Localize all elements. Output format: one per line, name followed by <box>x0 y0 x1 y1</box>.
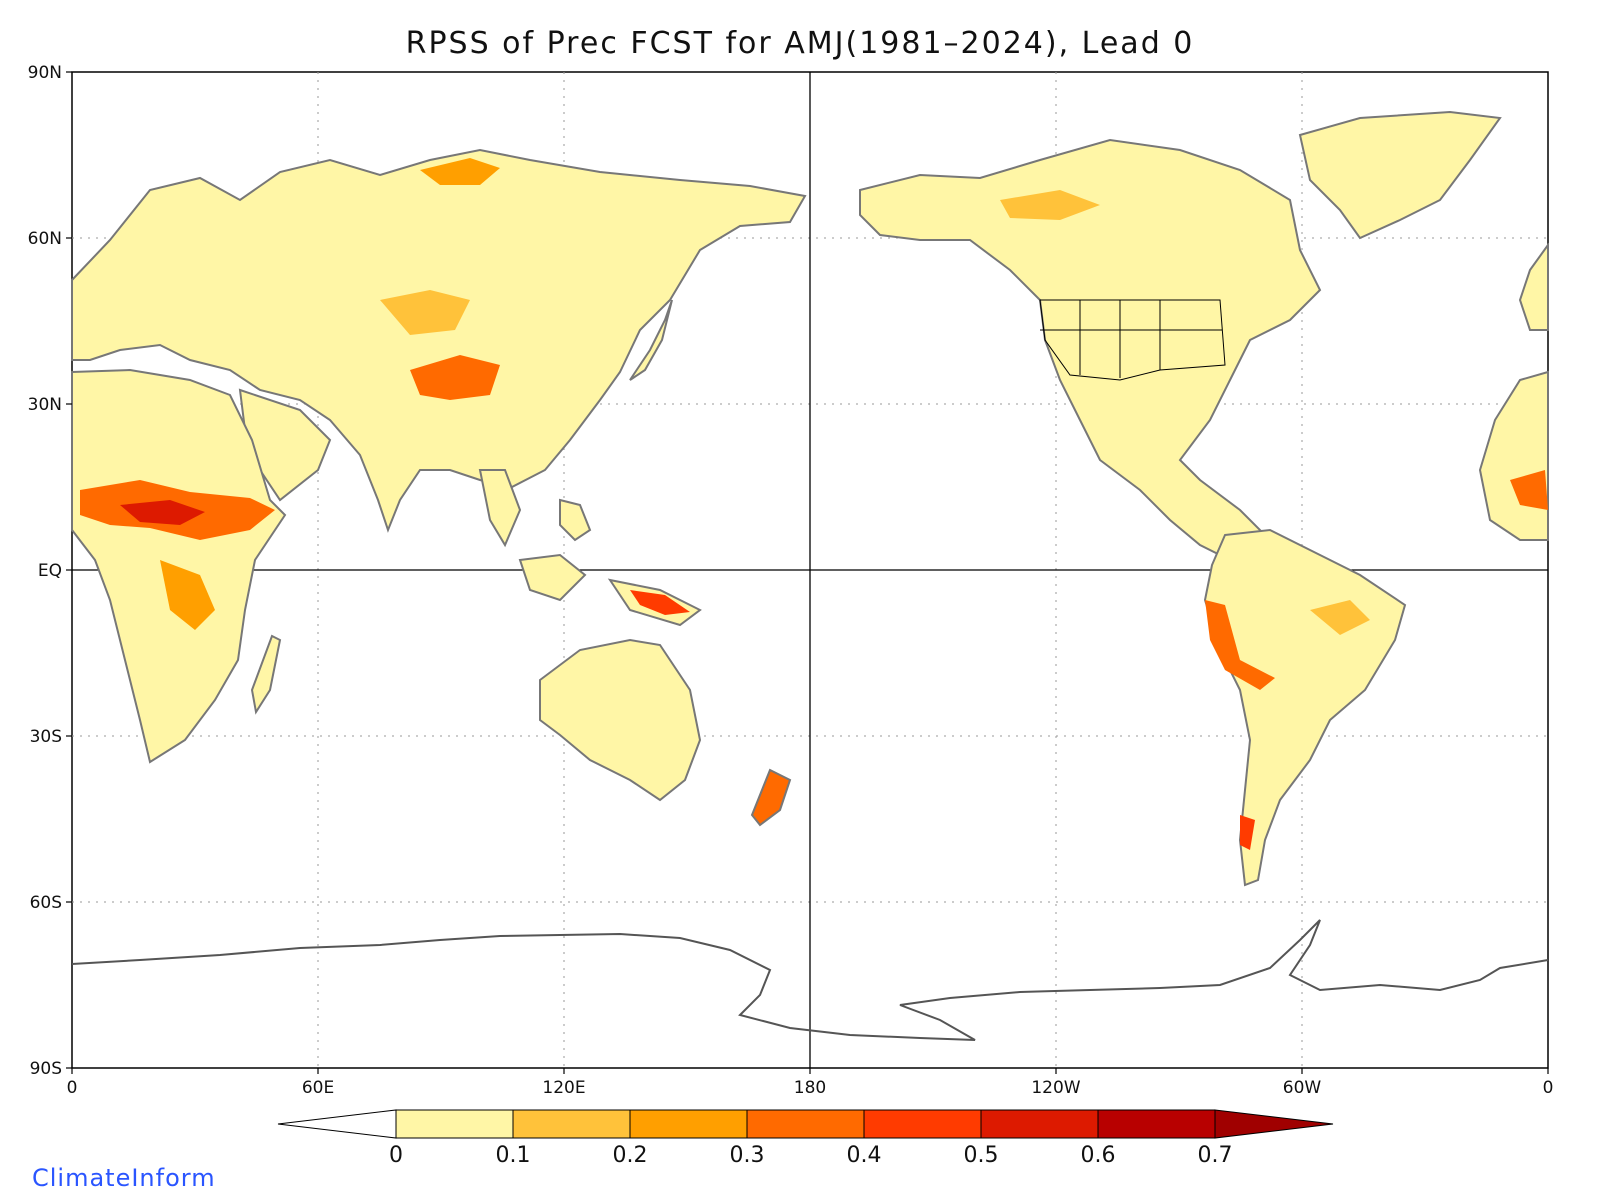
southern-andes-hotspot <box>1240 815 1255 850</box>
map-title: RPSS of Prec FCST for AMJ(1981–2024), Le… <box>405 26 1195 61</box>
canada-hotspot <box>1000 190 1100 220</box>
colorbar-bin <box>980 1109 1099 1139</box>
andes-hotspot <box>1205 600 1275 690</box>
north-america-landmass <box>859 138 1322 562</box>
colorbar-label: 0.6 <box>1081 1143 1116 1168</box>
lon-label: 60E <box>302 1078 334 1098</box>
latitude-labels: 90N 60N 30N EQ 30S 60S 90S <box>28 63 62 1079</box>
lon-label: 120E <box>542 1078 585 1098</box>
siberia-hotspot <box>420 158 500 185</box>
sahel-core-hotspot <box>120 500 205 525</box>
lon-label: 60W <box>1283 1078 1322 1098</box>
central-asia-hotspot <box>380 290 470 335</box>
us-state-boundaries <box>1039 299 1226 381</box>
colorbar-label: 0.5 <box>964 1143 999 1168</box>
colorbar <box>277 1109 1334 1139</box>
lat-label: 60N <box>28 229 62 249</box>
lat-label: 30S <box>30 727 62 747</box>
new-zealand-landmass <box>750 768 792 827</box>
west-africa-hotspot <box>1510 470 1548 510</box>
colorbar-bin <box>395 1109 514 1139</box>
europe-edge-landmass <box>1518 241 1549 331</box>
east-africa-hotspot <box>160 560 215 630</box>
rpss-hotspots <box>80 158 1548 850</box>
lat-label: 90S <box>30 1059 62 1079</box>
colorbar-label: 0.4 <box>847 1143 882 1168</box>
brazil-hotspot <box>1310 600 1370 635</box>
maritime-continent <box>478 469 702 627</box>
colorbar-bin <box>629 1109 748 1139</box>
colorbar-label: 0 <box>389 1143 403 1168</box>
axis-ticks <box>66 71 1549 1074</box>
colorbar-label: 0.2 <box>613 1143 648 1168</box>
africa-landmass <box>71 368 287 764</box>
colorbar-over-arrow <box>1214 1109 1334 1139</box>
lon-label: 0 <box>1543 1078 1554 1098</box>
japan-landmass <box>629 299 673 381</box>
lat-label: EQ <box>38 561 62 581</box>
continents <box>71 110 1549 1041</box>
lat-label: 60S <box>30 893 62 913</box>
colorbar-bin <box>863 1109 982 1139</box>
colorbar-label: 0.3 <box>730 1143 765 1168</box>
brand-logo-text: ClimateInform <box>32 1164 216 1192</box>
tibet-hotspot <box>410 355 500 400</box>
lat-label: 90N <box>28 63 62 83</box>
colorbar-bin <box>746 1109 865 1139</box>
eurasia-landmass <box>71 148 807 533</box>
colorbar-label: 0.1 <box>496 1143 531 1168</box>
new-guinea-hotspot <box>630 590 690 615</box>
colorbar-under-arrow <box>277 1109 397 1139</box>
colorbar-labels: 0 0.1 0.2 0.3 0.4 0.5 0.6 0.7 <box>389 1143 1233 1168</box>
lon-label: 120W <box>1031 1078 1080 1098</box>
lat-label: 30N <box>28 395 62 415</box>
lon-label: 0 <box>67 1078 78 1098</box>
greenland-landmass <box>1298 110 1502 240</box>
colorbar-bin <box>1097 1109 1216 1139</box>
colorbar-label: 0.7 <box>1198 1143 1233 1168</box>
longitude-labels: 0 60E 120E 180 120W 60W 0 <box>67 1078 1554 1098</box>
australia-landmass <box>539 638 702 802</box>
antarctica-coastline <box>71 919 1549 1041</box>
colorbar-bin <box>512 1109 631 1139</box>
lon-label: 180 <box>794 1078 826 1098</box>
madagascar-landmass <box>250 634 282 715</box>
